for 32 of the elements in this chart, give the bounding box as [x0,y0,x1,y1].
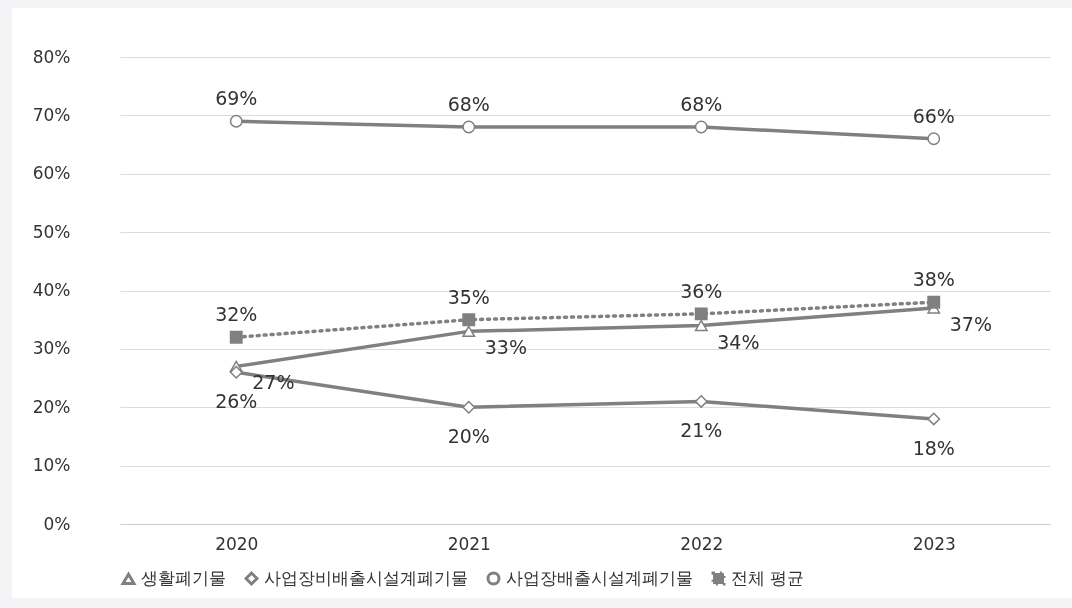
data-label: 35% [447,285,490,308]
data-label: 21% [680,419,723,442]
x-tick-label: 2022 [680,533,724,554]
data-label: 37% [949,313,992,336]
data-label: 26% [215,390,258,413]
y-tick-label: 10% [32,455,71,476]
y-tick-label: 50% [32,221,71,242]
data-label: 18% [912,436,955,459]
legend-label: 사업장배출시설계폐기물 [506,567,693,588]
data-label: 66% [912,104,955,127]
y-tick-label: 20% [32,396,71,417]
x-tick-label: 2020 [215,533,259,554]
data-label: 36% [680,279,723,302]
y-tick-label: 70% [32,104,71,125]
data-label: 32% [215,303,258,326]
data-label: 68% [447,93,490,116]
data-label: 69% [215,87,258,110]
legend-label: 사업장비배출시설계폐기물 [264,567,468,588]
y-tick-label: 60% [32,163,71,184]
data-label: 34% [717,330,760,353]
x-tick-label: 2023 [912,533,956,554]
x-tick-label: 2021 [447,533,491,554]
legend-label: 생활폐기물 [141,567,226,588]
legend-label: 전체 평균 [731,567,805,588]
data-label: 33% [484,336,527,359]
y-tick-label: 0% [43,513,71,534]
data-label: 68% [680,93,723,116]
y-tick-label: 40% [32,280,71,300]
data-label: 20% [447,425,490,448]
data-label: 38% [912,268,955,291]
y-tick-label: 80% [32,46,71,67]
y-tick-label: 30% [32,338,71,359]
